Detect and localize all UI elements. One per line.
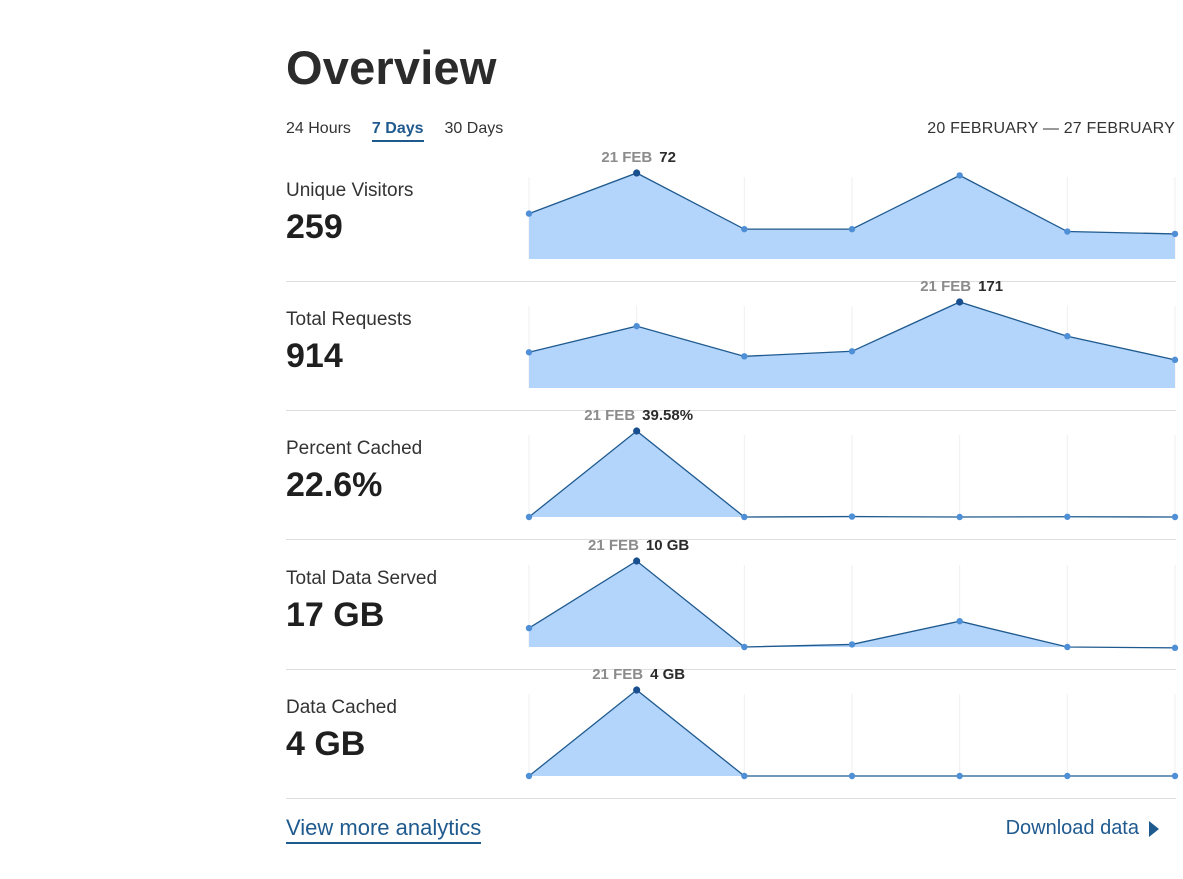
sparkline-chart: 21 FEB 171 (525, 278, 1179, 388)
data-point (525, 210, 533, 217)
metric-value: 914 (286, 337, 343, 375)
sparkline-chart: 21 FEB 10 GB (525, 537, 1179, 652)
data-point (1064, 513, 1071, 520)
peak-label: 21 FEB 72 (601, 149, 676, 166)
metric-label: Unique Visitors (286, 180, 414, 201)
metric-label: Total Data Served (286, 568, 438, 589)
metric-value: 4 GB (286, 725, 366, 763)
caret-right-icon (1149, 820, 1159, 837)
metric-row-total-requests: Total Requests 914 21 FEB 171 (286, 278, 1179, 411)
tab-30-days[interactable]: 30 Days (444, 120, 504, 137)
sparkline-chart: 21 FEB 39.58% (525, 407, 1179, 521)
metric-value: 259 (286, 208, 343, 246)
metric-row-percent-cached: Percent Cached 22.6% 21 FEB 39.58% (286, 407, 1179, 540)
peak-date: 21 FEB (584, 407, 635, 424)
data-point (848, 513, 856, 520)
metric-label: Total Requests (286, 309, 412, 330)
data-point (1171, 230, 1179, 238)
series-area (529, 431, 1175, 517)
metric-label: Percent Cached (286, 438, 423, 459)
view-more-analytics-link[interactable]: View more analytics (286, 815, 482, 844)
peak-label: 21 FEB 4 GB (592, 666, 685, 683)
series-area (529, 561, 1175, 648)
peak-label: 21 FEB 39.58% (584, 407, 693, 424)
metric-row-unique-visitors: Unique Visitors 259 21 FEB 72 (286, 149, 1179, 282)
data-point (1171, 772, 1179, 780)
peak-value: 39.58% (642, 407, 693, 424)
peak-value: 4 GB (650, 666, 685, 683)
page-title: Overview (286, 41, 497, 94)
peak-date: 21 FEB (920, 278, 971, 295)
peak-value: 10 GB (646, 537, 690, 554)
peak-date: 21 FEB (601, 149, 652, 166)
download-data-label: Download data (1005, 817, 1139, 839)
peak-point (956, 298, 964, 306)
peak-point (633, 427, 641, 435)
data-point (741, 643, 748, 651)
peak-value: 171 (978, 278, 1003, 295)
data-point (848, 772, 856, 780)
sparkline-chart: 21 FEB 4 GB (525, 666, 1179, 780)
data-point (848, 641, 856, 648)
metric-row-total-data-served: Total Data Served 17 GB 21 FEB 10 GB (286, 537, 1179, 670)
tab-24-hours[interactable]: 24 Hours (286, 120, 351, 137)
series-area (529, 173, 1175, 259)
data-point (956, 513, 963, 521)
peak-point (633, 557, 641, 565)
data-point (525, 772, 533, 780)
data-point (1171, 356, 1179, 364)
metric-label: Data Cached (286, 697, 397, 718)
data-point (633, 322, 640, 330)
data-point (1171, 513, 1179, 521)
date-range: 20 FEBRUARY — 27 FEBRUARY (927, 120, 1175, 137)
peak-point (633, 169, 641, 177)
data-point (741, 353, 748, 360)
peak-label: 21 FEB 10 GB (588, 537, 689, 554)
data-point (956, 772, 963, 780)
download-data-button[interactable]: Download data (1006, 817, 1159, 840)
range-tabs: 24 Hours 7 Days 30 Days (286, 120, 503, 142)
data-point (956, 618, 963, 625)
peak-date: 21 FEB (588, 537, 639, 554)
peak-date: 21 FEB (592, 666, 643, 683)
data-point (848, 348, 856, 355)
data-point (741, 772, 748, 780)
data-point (1064, 772, 1071, 780)
data-point (1171, 644, 1179, 652)
series-area (529, 302, 1175, 388)
sparkline-chart: 21 FEB 72 (525, 149, 1179, 259)
metric-value: 17 GB (286, 596, 385, 634)
data-point (525, 513, 533, 521)
data-point (956, 172, 963, 179)
metric-row-data-cached: Data Cached 4 GB 21 FEB 4 GB (286, 666, 1179, 799)
metric-value: 22.6% (286, 466, 383, 504)
tab-7-days[interactable]: 7 Days (371, 120, 424, 142)
series-area (529, 690, 1175, 776)
peak-label: 21 FEB 171 (920, 278, 1003, 295)
data-point (741, 513, 748, 521)
data-point (525, 349, 533, 356)
data-point (741, 225, 748, 233)
peak-value: 72 (659, 149, 676, 166)
data-point (1064, 228, 1071, 235)
peak-point (633, 686, 641, 694)
data-point (1064, 332, 1071, 340)
data-point (1064, 643, 1071, 651)
data-point (525, 624, 533, 632)
data-point (848, 225, 856, 233)
